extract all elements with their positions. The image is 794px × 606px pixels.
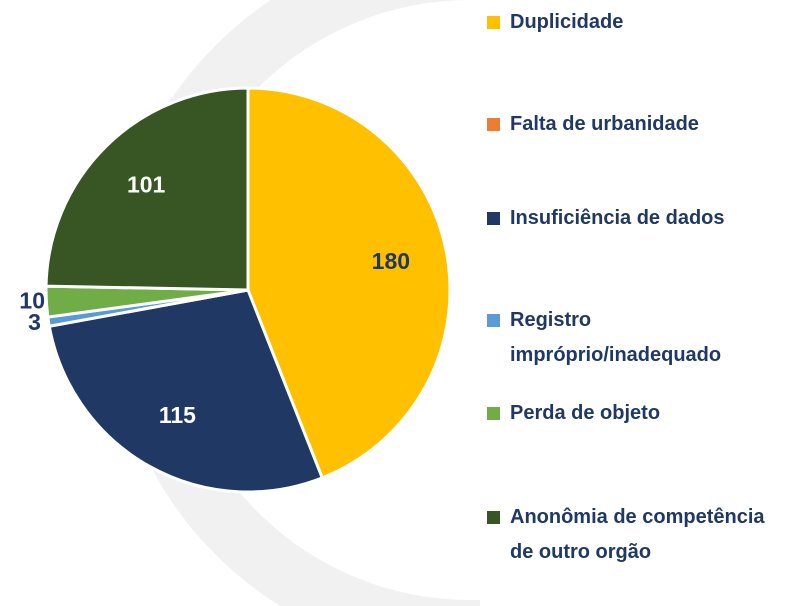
legend-label: Duplicidade — [510, 11, 624, 33]
data-label: 101 — [127, 171, 166, 197]
data-label: 10 — [19, 288, 45, 314]
legend-label: Falta de urbanidade — [510, 113, 699, 135]
legend-item: Anonômia de competência de outro orgão — [487, 500, 777, 570]
pie-slice — [47, 288, 325, 494]
pie-area: 180 115 310 101 — [19, 0, 480, 606]
legend-label: Perda de objeto — [510, 402, 661, 424]
legend-label: Anonômia de competência de outro orgão — [510, 506, 765, 563]
legend-item: Duplicidade — [487, 5, 777, 40]
legend-swatch — [487, 212, 500, 225]
legend-label: Insuficiência de dados — [510, 207, 725, 229]
legend-swatch — [487, 118, 500, 131]
legend-label: Registro impróprio/inadequado — [510, 309, 722, 366]
legend-swatch — [487, 407, 500, 420]
legend-swatch — [487, 16, 500, 29]
data-label: 115 — [159, 402, 196, 428]
legend-item: Registro impróprio/inadequado — [487, 303, 777, 373]
legend-swatch — [487, 314, 500, 327]
legend-item: Falta de urbanidade — [487, 107, 777, 142]
legend-swatch — [487, 511, 500, 524]
legend-item: Insuficiência de dados — [487, 201, 777, 236]
data-label: 180 — [372, 248, 410, 274]
legend-item: Perda de objeto — [487, 396, 777, 431]
pie-slice — [44, 86, 250, 292]
pie-slice — [246, 86, 452, 480]
data-label: 3 — [28, 309, 41, 335]
